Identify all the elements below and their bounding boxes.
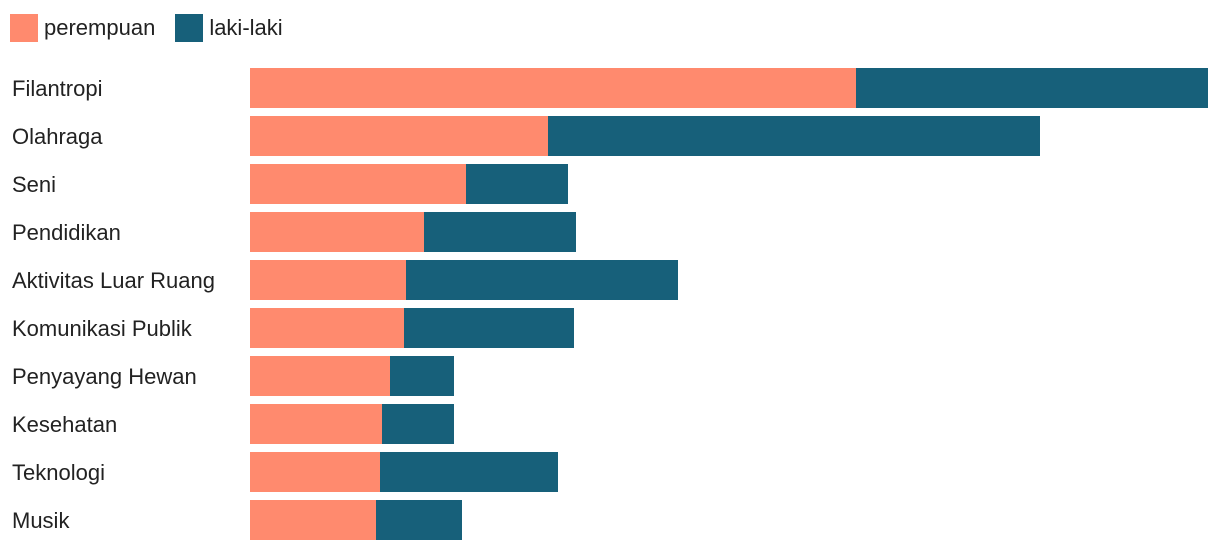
bar-perempuan-kesehatan [250, 404, 382, 444]
bar-laki-laki-kesehatan [382, 404, 454, 444]
bar-perempuan-penyayang-hewan [250, 356, 390, 396]
category-label-seni: Seni [12, 172, 56, 197]
category-label-filantropi: Filantropi [12, 76, 102, 101]
bar-laki-laki-seni [466, 164, 568, 204]
category-label-aktivitas-luar-ruang: Aktivitas Luar Ruang [12, 268, 215, 293]
legend-label-laki-laki: laki-laki [209, 15, 283, 40]
bar-perempuan-filantropi [250, 68, 856, 108]
bar-laki-laki-musik [376, 500, 462, 540]
bar-perempuan-komunikasi-publik [250, 308, 404, 348]
legend-item-laki-laki: laki-laki [175, 14, 283, 42]
bar-laki-laki-filantropi [856, 68, 1208, 108]
category-label-pendidikan: Pendidikan [12, 220, 121, 245]
category-label-teknologi: Teknologi [12, 460, 105, 485]
bar-perempuan-olahraga [250, 116, 548, 156]
bar-laki-laki-komunikasi-publik [404, 308, 574, 348]
legend-label-perempuan: perempuan [44, 15, 156, 40]
chart-legend: perempuan laki-laki [10, 12, 303, 44]
bar-laki-laki-teknologi [380, 452, 558, 492]
bar-perempuan-seni [250, 164, 466, 204]
bar-perempuan-teknologi [250, 452, 380, 492]
bar-laki-laki-aktivitas-luar-ruang [406, 260, 678, 300]
bar-laki-laki-olahraga [548, 116, 1040, 156]
bar-perempuan-aktivitas-luar-ruang [250, 260, 406, 300]
legend-item-perempuan: perempuan [10, 14, 155, 42]
category-label-komunikasi-publik: Komunikasi Publik [12, 316, 193, 341]
bar-laki-laki-penyayang-hewan [390, 356, 454, 396]
bar-perempuan-pendidikan [250, 212, 424, 252]
bar-laki-laki-pendidikan [424, 212, 576, 252]
bar-perempuan-musik [250, 500, 376, 540]
legend-swatch-perempuan [10, 14, 38, 42]
category-label-musik: Musik [12, 508, 70, 533]
category-label-penyayang-hewan: Penyayang Hewan [12, 364, 197, 389]
category-label-kesehatan: Kesehatan [12, 412, 117, 437]
legend-swatch-laki-laki [175, 14, 204, 42]
category-label-olahraga: Olahraga [12, 124, 103, 149]
